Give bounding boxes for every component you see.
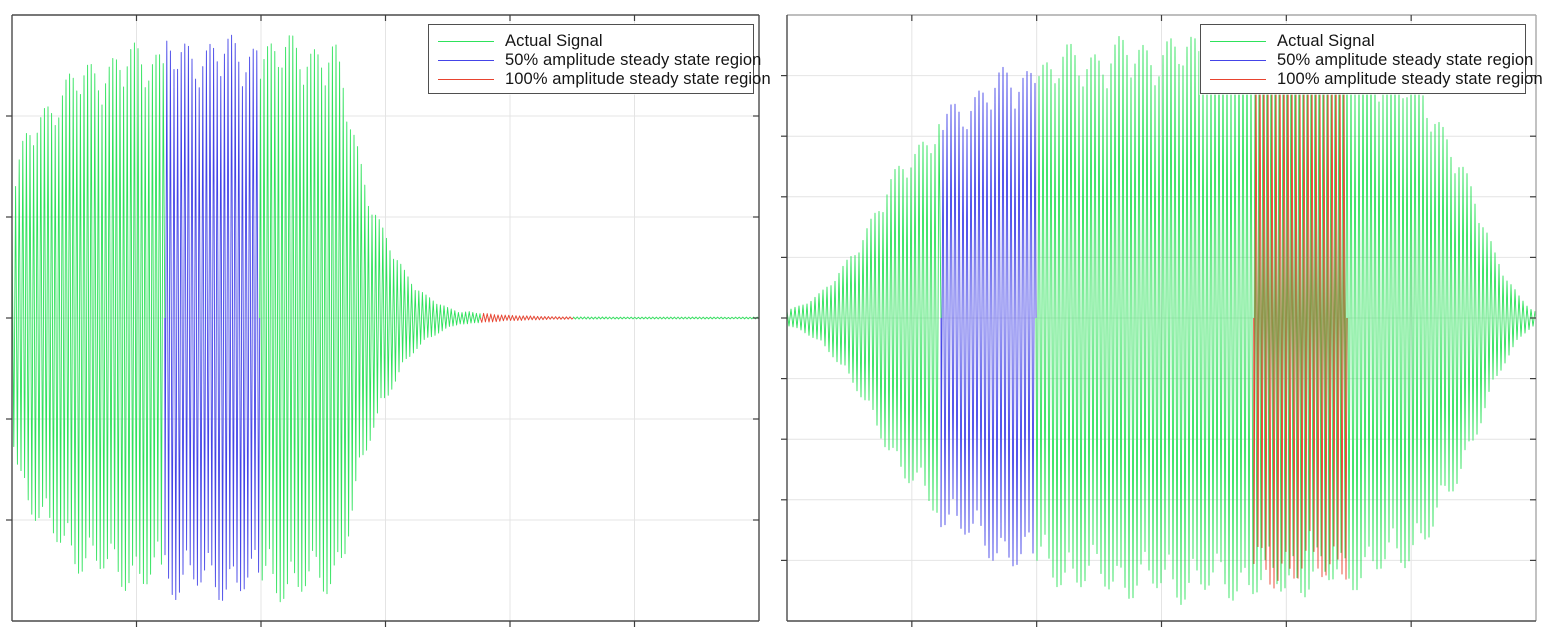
legend: Actual Signal 50% amplitude steady state… — [428, 24, 771, 94]
legend-line-sample-blue — [1210, 60, 1266, 61]
tick-marks — [6, 15, 759, 627]
signal-traces — [11, 34, 760, 603]
trace-100-amplitude-steady-state-region — [479, 312, 574, 323]
legend-item-50-amplitude: 50% amplitude steady state region — [438, 51, 761, 70]
legend-item-100-amplitude: 100% amplitude steady state region — [1210, 70, 1543, 89]
left-axes — [6, 14, 760, 627]
trace-actual-signal — [1035, 32, 1537, 605]
legend-label: Actual Signal — [505, 32, 603, 50]
legend-line-sample-red — [1210, 79, 1266, 80]
right-plot: Actual Signal 50% amplitude steady state… — [778, 6, 1545, 630]
legend-label: 100% amplitude steady state region — [505, 70, 771, 88]
right-axes — [781, 14, 1537, 627]
trace-50-amplitude-steady-state-region — [940, 66, 1037, 567]
legend-label: 50% amplitude steady state region — [505, 51, 762, 69]
legend-item-actual-signal: Actual Signal — [438, 32, 741, 51]
legend-item-actual-signal: Actual Signal — [1210, 32, 1513, 51]
trace-actual-signal — [259, 35, 481, 603]
legend-line-sample-green — [438, 41, 494, 42]
legend-label: 100% amplitude steady state region — [1277, 70, 1543, 88]
legend-line-sample-blue — [438, 60, 494, 61]
legend-item-50-amplitude: 50% amplitude steady state region — [1210, 51, 1533, 70]
legend-label: 50% amplitude steady state region — [1277, 51, 1534, 69]
trace-50-amplitude-steady-state-region — [164, 34, 261, 601]
legend-item-100-amplitude: 100% amplitude steady state region — [438, 70, 771, 89]
legend: Actual Signal 50% amplitude steady state… — [1200, 24, 1543, 94]
tick-marks — [781, 15, 1536, 627]
left-plot: Actual Signal 50% amplitude steady state… — [3, 6, 771, 630]
legend-line-sample-red — [438, 79, 494, 80]
trace-actual-signal — [572, 316, 760, 320]
legend-line-sample-green — [1210, 41, 1266, 42]
trace-actual-signal — [786, 123, 942, 513]
legend-label: Actual Signal — [1277, 32, 1375, 50]
trace-actual-signal — [11, 42, 166, 591]
